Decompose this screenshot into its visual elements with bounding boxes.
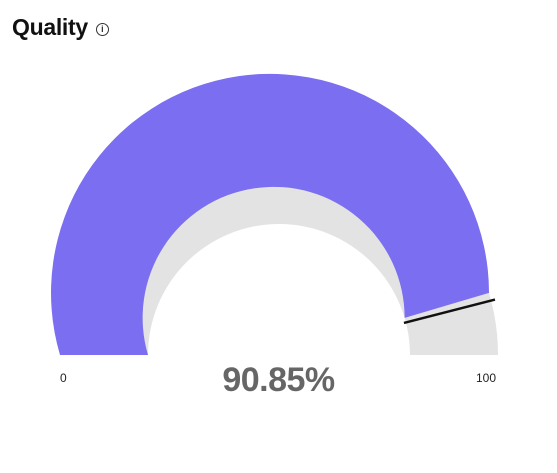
gauge-max-label: 100 bbox=[476, 371, 497, 385]
widget-header: Quality i bbox=[12, 14, 109, 41]
gauge-fill bbox=[51, 73, 490, 356]
widget-title: Quality bbox=[12, 14, 88, 40]
gauge-target-marker bbox=[403, 298, 496, 325]
gauge-value-label: 90.85% bbox=[222, 361, 335, 399]
info-icon[interactable]: i bbox=[95, 22, 109, 36]
gauge-min-label: 0 bbox=[60, 371, 67, 385]
